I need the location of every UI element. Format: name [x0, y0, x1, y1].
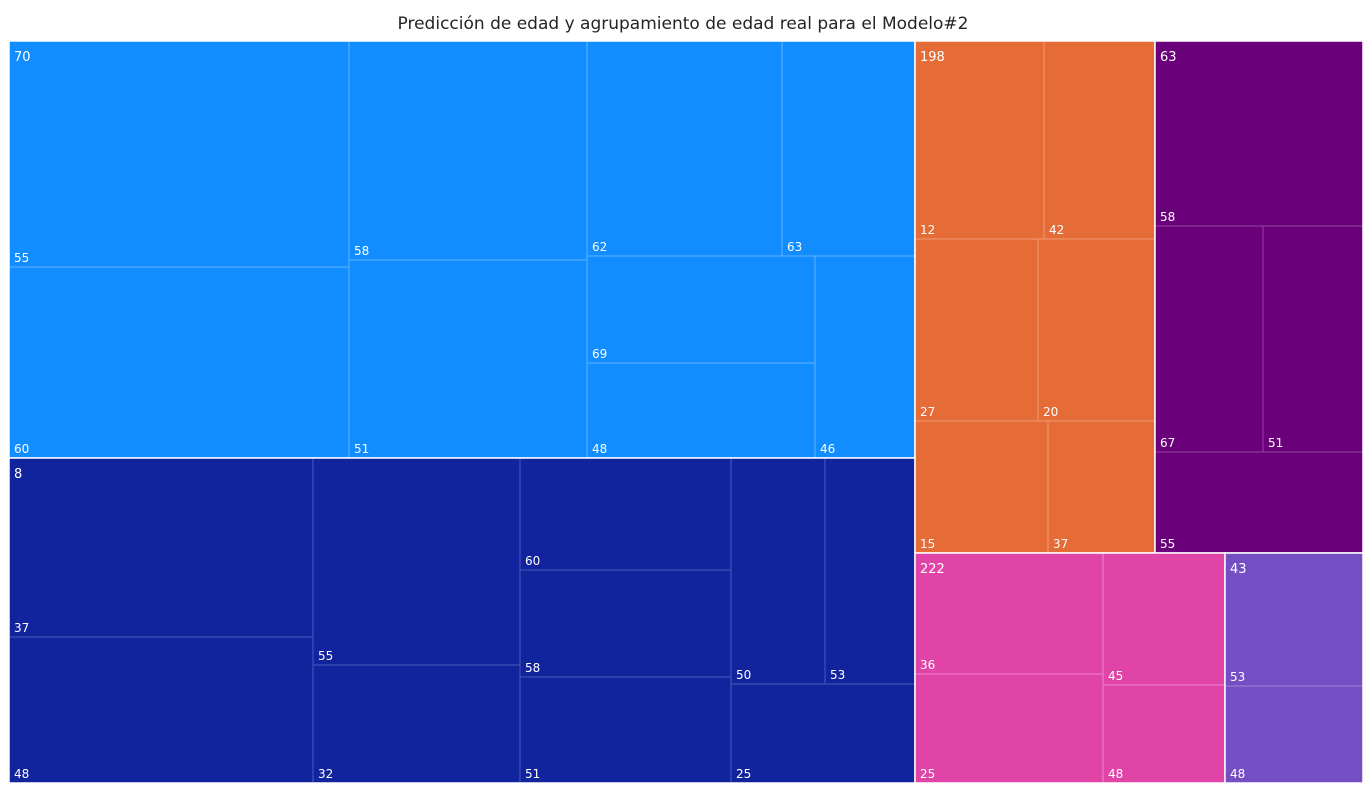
- cell-value-label: 42: [1049, 223, 1064, 237]
- treemap-cell[interactable]: [1102, 552, 1226, 686]
- treemap-cell[interactable]: [781, 40, 916, 257]
- group-value-label: 222: [920, 562, 945, 577]
- treemap-group[interactable]: 222 36 25 45 48: [914, 552, 1226, 784]
- chart-title: Predicción de edad y agrupamiento de eda…: [397, 14, 969, 34]
- cell-value-label: 51: [1268, 436, 1283, 450]
- cell-value-label: 27: [920, 405, 935, 419]
- cell-value-label: 53: [1230, 670, 1245, 684]
- cell-value-label: 69: [592, 347, 607, 361]
- treemap-cell[interactable]: [519, 569, 732, 678]
- cell-value-label: 25: [736, 767, 751, 781]
- treemap-cell[interactable]: [1224, 685, 1364, 784]
- cell-value-label: 67: [1160, 436, 1175, 450]
- group-value-label: 70: [14, 50, 31, 65]
- cell-value-label: 25: [920, 767, 935, 781]
- cell-value-label: 63: [787, 240, 802, 254]
- treemap-group[interactable]: 63 58 67 51 55: [1154, 40, 1364, 554]
- treemap-cell[interactable]: [586, 40, 783, 257]
- treemap-cell[interactable]: [1037, 238, 1156, 422]
- treemap-group[interactable]: 43 53 48: [1224, 552, 1364, 784]
- treemap-cell[interactable]: [8, 40, 350, 268]
- cell-value-label: 37: [14, 621, 29, 635]
- treemap-cell[interactable]: [914, 673, 1104, 784]
- cell-value-label: 48: [1230, 767, 1245, 781]
- treemap-cell[interactable]: [730, 683, 916, 784]
- cell-value-label: 48: [14, 767, 29, 781]
- cell-value-label: 48: [1108, 767, 1123, 781]
- treemap-cell[interactable]: [348, 259, 588, 459]
- treemap-cell[interactable]: [1154, 451, 1364, 554]
- cell-value-label: 58: [354, 244, 369, 258]
- group-value-label: 63: [1160, 50, 1177, 65]
- treemap-cell[interactable]: [824, 457, 916, 685]
- treemap-cell[interactable]: [914, 238, 1039, 422]
- cell-value-label: 58: [1160, 210, 1175, 224]
- cell-value-label: 45: [1108, 669, 1123, 683]
- cell-value-label: 15: [920, 537, 935, 551]
- cell-value-label: 36: [920, 658, 935, 672]
- cell-value-label: 51: [354, 442, 369, 456]
- treemap-cell[interactable]: [730, 457, 826, 685]
- treemap-cell[interactable]: [1154, 40, 1364, 227]
- treemap-cell[interactable]: [1047, 420, 1156, 554]
- treemap-cell[interactable]: [1102, 684, 1226, 784]
- cell-value-label: 62: [592, 240, 607, 254]
- treemap-cell[interactable]: [914, 420, 1049, 554]
- treemap-cell[interactable]: [8, 457, 314, 638]
- treemap-group[interactable]: 70 55 60 58 51 62 63 69 48 46: [8, 40, 916, 459]
- treemap-cell[interactable]: [8, 266, 350, 459]
- treemap-group[interactable]: 8 37 48 55 32 60 58 51 50 53 25: [8, 457, 916, 784]
- treemap-cell[interactable]: [914, 40, 1045, 240]
- treemap-cell[interactable]: [8, 636, 314, 784]
- cell-value-label: 51: [525, 767, 540, 781]
- treemap-group-border: [1224, 552, 1364, 784]
- cell-value-label: 37: [1053, 537, 1068, 551]
- treemap-cell[interactable]: [1224, 552, 1364, 687]
- cell-value-label: 12: [920, 223, 935, 237]
- cell-value-label: 46: [820, 442, 835, 456]
- cell-value-label: 60: [525, 554, 540, 568]
- cell-value-label: 58: [525, 661, 540, 675]
- treemap-cell[interactable]: [1154, 225, 1264, 453]
- treemap-cell[interactable]: [348, 40, 588, 261]
- group-value-label: 43: [1230, 562, 1247, 577]
- group-value-label: 198: [920, 50, 945, 65]
- cell-value-label: 55: [14, 251, 29, 265]
- treemap-cell[interactable]: [519, 457, 732, 571]
- cell-value-label: 60: [14, 442, 29, 456]
- treemap-cell[interactable]: [312, 457, 521, 666]
- cell-value-label: 55: [318, 649, 333, 663]
- group-value-label: 8: [14, 467, 22, 482]
- cell-value-label: 53: [830, 668, 845, 682]
- cell-value-label: 50: [736, 668, 751, 682]
- treemap-cell[interactable]: [519, 676, 732, 784]
- treemap-cell[interactable]: [1262, 225, 1364, 453]
- treemap-cell[interactable]: [586, 362, 816, 459]
- cell-value-label: 48: [592, 442, 607, 456]
- treemap-cell[interactable]: [312, 664, 521, 784]
- cell-value-label: 20: [1043, 405, 1058, 419]
- cell-value-label: 55: [1160, 537, 1175, 551]
- treemap-cell[interactable]: [1043, 40, 1156, 240]
- treemap-group[interactable]: 198 12 42 27 20 15 37: [914, 40, 1156, 554]
- treemap-cell[interactable]: [814, 255, 916, 459]
- cell-value-label: 32: [318, 767, 333, 781]
- treemap-cell[interactable]: [586, 255, 816, 364]
